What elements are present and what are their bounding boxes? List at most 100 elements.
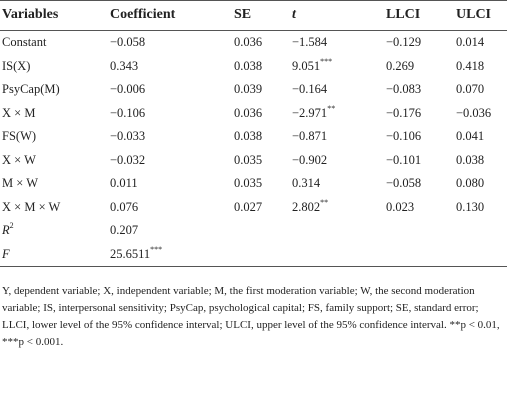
cell-superscript: 2 bbox=[9, 221, 14, 231]
table-row: R2 0.207 bbox=[0, 219, 507, 243]
cell-value: 0.070 bbox=[456, 82, 485, 97]
table-cell: −0.129 bbox=[384, 31, 454, 55]
cell-value: 0.035 bbox=[234, 152, 263, 167]
cell-value: −0.058 bbox=[386, 176, 422, 191]
cell-value: R bbox=[2, 223, 10, 238]
table-cell: 9.051*** bbox=[290, 55, 384, 79]
cell-value: 0.039 bbox=[234, 82, 263, 97]
cell-value: 0.038 bbox=[456, 152, 485, 167]
table-row: M × W 0.011 0.035 0.314 −0.058 0.080 bbox=[0, 172, 507, 196]
cell-value: Constant bbox=[2, 35, 47, 50]
results-table: Variables Coefficient SE t LLCI ULCI Constant… bbox=[0, 0, 507, 267]
cell-value: 0.076 bbox=[110, 199, 139, 214]
footnote: Y, dependent variable; X, independent va… bbox=[2, 285, 500, 348]
cell-value: 9.051 bbox=[292, 58, 321, 73]
table-cell: 25.6511*** bbox=[108, 243, 232, 267]
table-cell: 0.343 bbox=[108, 55, 232, 79]
header-row: Variables Coefficient SE t LLCI ULCI bbox=[0, 0, 507, 31]
table-cell: −0.164 bbox=[290, 78, 384, 102]
table-row: IS(X) 0.343 0.038 9.051*** 0.269 0.418 bbox=[0, 55, 507, 79]
table-cell: FS(W) bbox=[0, 125, 108, 149]
table-cell: 0.036 bbox=[232, 31, 290, 55]
table-cell: 0.039 bbox=[232, 78, 290, 102]
table-cell: −0.106 bbox=[108, 102, 232, 126]
table-cell bbox=[290, 243, 384, 267]
table-cell: Constant bbox=[0, 31, 108, 55]
cell-value: X × M × W bbox=[2, 199, 61, 214]
header-cell: SE bbox=[232, 0, 290, 31]
cell-value: PsyCap(M) bbox=[2, 82, 60, 97]
cell-value: −0.006 bbox=[110, 82, 146, 97]
table-cell bbox=[384, 243, 454, 267]
cell-value: −0.106 bbox=[386, 129, 422, 144]
cell-value: 0.036 bbox=[234, 105, 263, 120]
cell-value: X × W bbox=[2, 152, 36, 167]
table-cell: 0.080 bbox=[454, 172, 507, 196]
table-cell: 0.035 bbox=[232, 172, 290, 196]
table-cell: 0.035 bbox=[232, 149, 290, 173]
table-cell bbox=[454, 243, 507, 267]
cell-value: F bbox=[2, 246, 10, 261]
table-cell: −0.033 bbox=[108, 125, 232, 149]
table-cell: PsyCap(M) bbox=[0, 78, 108, 102]
cell-value: IS(X) bbox=[2, 58, 31, 73]
table-cell: 0.418 bbox=[454, 55, 507, 79]
cell-value: FS(W) bbox=[2, 129, 37, 144]
cell-superscript: ** bbox=[327, 103, 336, 113]
cell-value: 0.023 bbox=[386, 199, 415, 214]
table-cell: −2.971** bbox=[290, 102, 384, 126]
table-cell: −0.101 bbox=[384, 149, 454, 173]
table-cell: −0.058 bbox=[108, 31, 232, 55]
table-cell: X × M bbox=[0, 102, 108, 126]
table-cell: 0.269 bbox=[384, 55, 454, 79]
header-cell: LLCI bbox=[384, 0, 454, 31]
cell-value: −1.584 bbox=[292, 35, 328, 50]
cell-superscript: *** bbox=[320, 56, 333, 66]
table-cell: R2 bbox=[0, 219, 108, 243]
table-cell: 0.014 bbox=[454, 31, 507, 55]
table-cell: −0.106 bbox=[384, 125, 454, 149]
cell-value: −0.032 bbox=[110, 152, 146, 167]
cell-value: 0.041 bbox=[456, 129, 485, 144]
cell-value: −0.033 bbox=[110, 129, 146, 144]
cell-value: 0.035 bbox=[234, 176, 263, 191]
cell-value: 0.343 bbox=[110, 58, 139, 73]
table-row: PsyCap(M) −0.006 0.039 −0.164 −0.083 0.070 bbox=[0, 78, 507, 102]
table-cell: 0.038 bbox=[232, 55, 290, 79]
cell-value: 0.207 bbox=[110, 223, 139, 238]
cell-value: −0.902 bbox=[292, 152, 328, 167]
table-cell bbox=[232, 243, 290, 267]
cell-superscript: ** bbox=[320, 197, 329, 207]
table-cell: X × W bbox=[0, 149, 108, 173]
cell-value: X × M bbox=[2, 105, 36, 120]
table-row: X × M −0.106 0.036 −2.971** −0.176 −0.036 bbox=[0, 102, 507, 126]
cell-value: 0.418 bbox=[456, 58, 485, 73]
table-cell: −0.032 bbox=[108, 149, 232, 173]
table-cell bbox=[290, 219, 384, 243]
cell-value: −0.164 bbox=[292, 82, 328, 97]
table-cell: −0.036 bbox=[454, 102, 507, 126]
cell-value: −0.083 bbox=[386, 82, 422, 97]
table-cell: 0.011 bbox=[108, 172, 232, 196]
table-cell: 0.070 bbox=[454, 78, 507, 102]
cell-value: −2.971 bbox=[292, 105, 328, 120]
table-cell: IS(X) bbox=[0, 55, 108, 79]
cell-value: −0.106 bbox=[110, 105, 146, 120]
cell-value: −0.036 bbox=[456, 105, 492, 120]
table-cell: −0.006 bbox=[108, 78, 232, 102]
cell-value: −0.129 bbox=[386, 35, 422, 50]
cell-value: 0.130 bbox=[456, 199, 485, 214]
table-cell bbox=[232, 219, 290, 243]
cell-value: −0.871 bbox=[292, 129, 328, 144]
table-cell: F bbox=[0, 243, 108, 267]
table-cell: 2.802** bbox=[290, 196, 384, 220]
cell-value: 0.027 bbox=[234, 199, 263, 214]
cell-value: −0.176 bbox=[386, 105, 422, 120]
table-cell: 0.314 bbox=[290, 172, 384, 196]
cell-value: −0.058 bbox=[110, 35, 146, 50]
cell-value: −0.101 bbox=[386, 152, 422, 167]
header-cell: Coefficient bbox=[108, 0, 232, 31]
table-cell: −0.083 bbox=[384, 78, 454, 102]
table-cell: 0.207 bbox=[108, 219, 232, 243]
